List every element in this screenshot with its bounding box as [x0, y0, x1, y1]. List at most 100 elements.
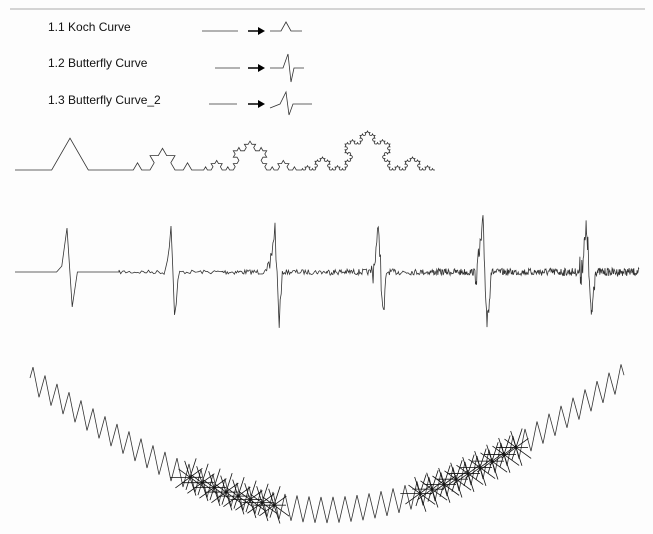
fan-line [503, 445, 517, 455]
fan-line [262, 496, 275, 506]
fan-line [235, 499, 251, 511]
fan-line [438, 467, 445, 485]
fan-line [214, 483, 227, 493]
fan-line [414, 476, 421, 494]
fan-line [491, 442, 499, 462]
fan-line [479, 467, 487, 486]
fan-line [184, 460, 191, 478]
fan-line [480, 452, 493, 462]
fan-line [486, 444, 493, 462]
fan-line [202, 478, 215, 488]
fan-line [465, 467, 481, 479]
fan-line [189, 477, 197, 496]
fan-line [197, 482, 203, 496]
fan-line [213, 487, 230, 499]
fan-line [237, 495, 254, 508]
fan-line [249, 490, 263, 500]
legend-label: 1.1 Koch Curve [48, 20, 131, 34]
fan-line [405, 493, 421, 505]
fan-line [250, 493, 263, 503]
fan-line [455, 478, 472, 491]
fan-line [199, 487, 215, 499]
fan-line [429, 484, 445, 496]
fan-line [185, 477, 191, 490]
fan-line [259, 504, 275, 517]
fan-line [467, 473, 475, 493]
fan-line [432, 475, 445, 485]
fan-line [237, 495, 245, 515]
fan-line [439, 484, 445, 497]
fan-line [511, 447, 517, 461]
fan-line [249, 480, 257, 500]
fan-line [273, 505, 281, 524]
fan-line [455, 469, 469, 480]
fans [170, 428, 532, 524]
fan-line [273, 486, 281, 506]
fan-line [273, 504, 290, 517]
fan-line [247, 502, 263, 514]
fan-line [515, 447, 523, 466]
fan-line [467, 454, 475, 474]
fan-line [257, 502, 263, 516]
fan-line [456, 464, 469, 474]
fan-line [237, 486, 251, 497]
fan-line [221, 491, 227, 505]
butterfly-curve-2 [29, 364, 625, 524]
fan-line [211, 491, 227, 504]
fan-line [455, 460, 463, 480]
fan-line [213, 478, 227, 488]
fan-line [419, 493, 427, 512]
fan-line [491, 461, 499, 480]
fan-line [443, 475, 457, 485]
fan-line [462, 457, 469, 474]
fan-line [503, 454, 511, 473]
fan-line [455, 479, 463, 498]
fan-line [504, 438, 517, 448]
fan-line [475, 467, 481, 481]
fan-line [201, 482, 209, 502]
fan-line [491, 460, 508, 473]
fan-line [501, 447, 517, 459]
fan-line [444, 470, 457, 480]
fan-line [515, 428, 523, 448]
legend-icons [202, 21, 312, 116]
fan-line [225, 491, 233, 511]
fan-line [463, 473, 469, 487]
fan-line [443, 465, 451, 485]
fan-line [515, 447, 532, 459]
fan-line [238, 490, 251, 500]
fan-line [244, 483, 251, 500]
fan-line [245, 499, 251, 513]
fan-line [273, 495, 287, 506]
fan-line [232, 479, 239, 497]
fan-line [233, 495, 239, 509]
fan-line [498, 437, 505, 455]
fan-line [427, 489, 433, 502]
fan-line [515, 438, 529, 448]
fan-line [479, 467, 496, 479]
fan-line [489, 454, 505, 466]
fan-line [467, 473, 484, 485]
fan-line [453, 473, 469, 485]
fan-line [220, 475, 227, 493]
fan-line [450, 462, 457, 480]
fan-line [190, 473, 203, 484]
fan-line [451, 479, 457, 492]
fan-line [261, 483, 269, 503]
legend-label: 1.3 Butterfly Curve_2 [48, 93, 161, 107]
fan-line [208, 471, 215, 488]
fan-line [269, 505, 275, 518]
fan-line [492, 445, 505, 455]
fan-line [209, 487, 215, 501]
fan-line [189, 458, 197, 478]
fan-line [223, 495, 239, 508]
fan-line [479, 448, 487, 468]
fan-line [419, 493, 436, 505]
fan-line [474, 451, 481, 468]
fan-line [225, 491, 242, 504]
fan-line [225, 482, 239, 493]
fan-line [468, 458, 481, 468]
fan-line [426, 472, 433, 490]
